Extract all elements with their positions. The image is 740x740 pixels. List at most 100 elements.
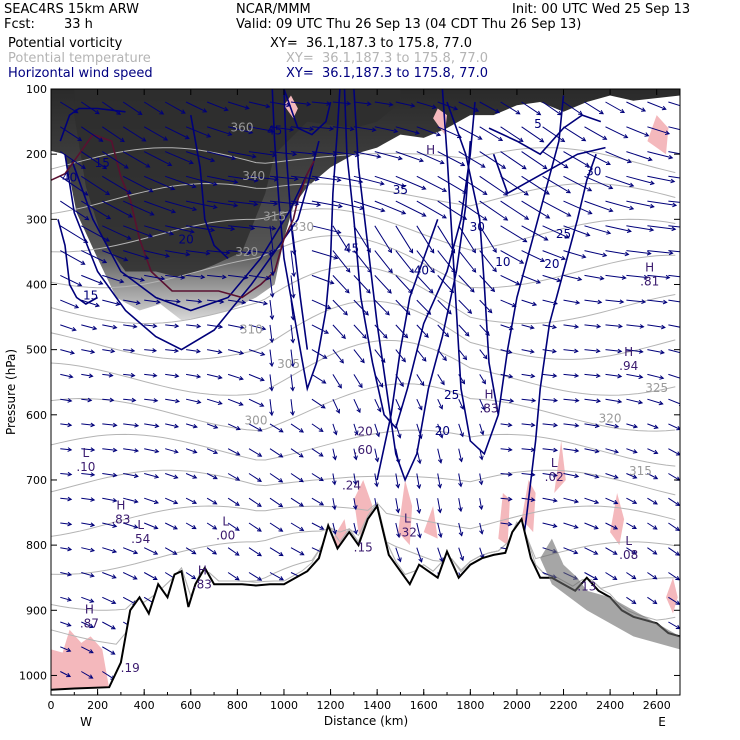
theta-contour xyxy=(51,300,676,360)
wind-vector xyxy=(60,398,72,402)
wind-vector-head xyxy=(67,521,73,527)
extremum-value: .10 xyxy=(76,460,95,474)
wind-vector xyxy=(248,299,268,305)
wind-vector xyxy=(416,423,422,439)
wind-vector xyxy=(123,349,135,352)
wind-vector-head xyxy=(530,447,536,453)
legend-wind-name: Horizontal wind speed xyxy=(8,66,153,81)
wind-vector xyxy=(81,448,95,451)
wind-vector-head xyxy=(464,331,470,337)
wind-vector xyxy=(353,349,365,363)
y-axis-label: Pressure (hPa) xyxy=(4,349,18,435)
wind-vector-head xyxy=(130,372,136,378)
wind-vector xyxy=(500,398,514,402)
wind-vector xyxy=(374,151,403,160)
wind-vector-head xyxy=(197,298,203,304)
wind-vector-head xyxy=(298,477,304,483)
wind-vector-head xyxy=(573,549,579,555)
wind-vector xyxy=(353,324,367,339)
wind-vector xyxy=(144,497,159,504)
wind-vector-head xyxy=(149,211,155,216)
wind-vector xyxy=(479,398,486,411)
wind-vector xyxy=(437,225,456,254)
wind-vector-head xyxy=(133,524,139,529)
wind-vector xyxy=(311,497,324,506)
wind-vector xyxy=(311,324,329,334)
wind-vector-head xyxy=(574,423,580,428)
extremum-marker: .19 xyxy=(121,661,140,675)
wind-vector-head xyxy=(574,448,580,453)
wind-vector xyxy=(647,349,664,354)
wind-vector-head xyxy=(395,483,401,489)
wind-vector xyxy=(206,547,217,555)
wind-vector xyxy=(563,299,580,304)
wind-vector-head xyxy=(196,374,202,379)
wind-vector-head xyxy=(418,434,423,440)
wind-vector xyxy=(668,299,680,303)
wind-vector xyxy=(164,522,178,530)
wind-vector-head xyxy=(498,136,504,142)
wind-vector xyxy=(248,250,273,255)
wind-vector-head xyxy=(210,157,216,163)
wind-speed-contour xyxy=(376,219,439,481)
wind-vector xyxy=(500,274,520,285)
wind-vector xyxy=(290,275,295,298)
extremum-marker: L.00 xyxy=(216,515,235,543)
wind-vector-head xyxy=(343,310,348,316)
wind-vector-head xyxy=(462,355,468,361)
wind-vector xyxy=(626,349,643,353)
wind-vector xyxy=(584,175,613,189)
wind-vector xyxy=(102,398,114,401)
extremum-marker: .15 xyxy=(354,541,373,555)
wind-vector-head xyxy=(453,106,459,111)
wind-vector xyxy=(332,423,337,435)
wind-vector-head xyxy=(519,259,525,264)
wind-vector-head xyxy=(141,137,147,142)
wind-vector-head xyxy=(399,382,404,388)
wind-vector-head xyxy=(693,178,697,182)
wind-vector-head xyxy=(163,136,169,141)
wind-vector xyxy=(332,448,336,460)
wind-vector xyxy=(248,151,277,156)
extremum-value: .02 xyxy=(545,470,564,484)
wind-vector-head xyxy=(421,357,427,362)
wind-vector xyxy=(458,473,462,487)
wind-vector xyxy=(60,448,72,451)
wind-vector xyxy=(458,175,487,195)
wind-vector-head xyxy=(672,202,678,208)
wind-vector xyxy=(81,151,107,170)
wind-vector xyxy=(144,373,157,377)
wind-vector xyxy=(395,498,399,513)
extremum-marker: L.10 xyxy=(76,446,95,474)
wind-vector-head xyxy=(515,110,521,115)
wind-vector-head xyxy=(175,398,181,404)
wind-vector-head xyxy=(380,358,386,364)
wind-vector xyxy=(332,175,363,183)
wind-vector-head xyxy=(632,449,638,454)
wind-vector xyxy=(374,473,378,487)
wind-vector-head xyxy=(529,349,535,354)
wind-vector-head xyxy=(553,397,559,403)
wind-vector-head xyxy=(492,248,497,253)
wind-vector xyxy=(269,448,283,458)
wind-vector xyxy=(647,151,673,159)
wind-vector xyxy=(395,423,401,438)
extremum-letter: H xyxy=(116,498,125,512)
wind-vector-head xyxy=(624,251,630,257)
wind-vector xyxy=(228,151,256,158)
wind-vector-head xyxy=(682,326,686,330)
wind-vector-head xyxy=(479,430,485,436)
wind-vector-head xyxy=(675,501,680,506)
theta-contour xyxy=(51,208,676,253)
wind-vector xyxy=(81,522,95,526)
wind-vector-head xyxy=(409,268,414,274)
wind-vector xyxy=(228,225,255,229)
wind-vector xyxy=(81,299,100,307)
wind-vector xyxy=(269,324,273,343)
wind-vector xyxy=(563,473,579,477)
wind-vector xyxy=(479,349,488,360)
wind-vector xyxy=(584,274,604,280)
wind-vector xyxy=(563,522,578,529)
wind-vector xyxy=(521,250,545,262)
